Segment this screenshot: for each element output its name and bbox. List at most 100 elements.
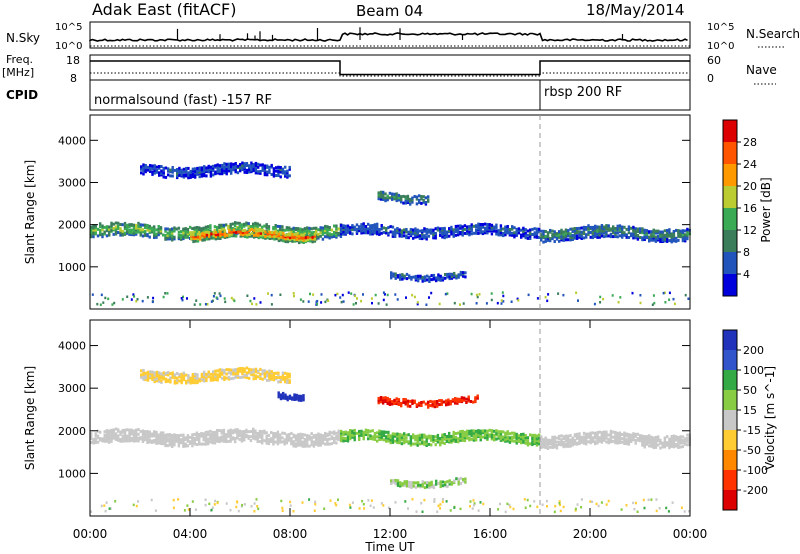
heatmap-cell <box>279 170 282 174</box>
heatmap-cell <box>326 233 329 236</box>
heatmap-cell <box>283 431 286 435</box>
heatmap-cell <box>171 166 174 169</box>
heatmap-cell <box>153 171 156 175</box>
heatmap-cell <box>421 482 424 486</box>
heatmap-cell <box>195 230 199 234</box>
heatmap-cell <box>319 231 322 235</box>
heatmap-cell <box>416 437 419 441</box>
heatmap-cell <box>132 293 135 296</box>
heatmap-cell <box>454 233 458 237</box>
heatmap-cell <box>457 275 460 279</box>
heatmap-cell <box>291 236 294 239</box>
heatmap-cell <box>479 438 482 442</box>
heatmap-cell <box>168 442 172 446</box>
heatmap-cell <box>594 232 597 236</box>
heatmap-cell <box>144 230 147 234</box>
heatmap-cell <box>300 398 303 402</box>
heatmap-cell <box>362 226 365 230</box>
heatmap-cell <box>243 165 246 169</box>
heatmap-cell <box>279 438 282 442</box>
heatmap-cell <box>573 235 577 239</box>
heatmap-cell <box>294 436 298 440</box>
heatmap-cell <box>279 293 282 296</box>
heatmap-cell <box>371 224 374 227</box>
heatmap-cell <box>247 224 250 228</box>
heatmap-cell <box>403 276 406 280</box>
colorbar-swatch <box>723 208 737 230</box>
heatmap-cell <box>209 165 213 169</box>
heatmap-cell <box>186 444 190 448</box>
heatmap-cell <box>119 223 122 226</box>
heatmap-cell <box>538 439 541 443</box>
heatmap-cell <box>321 436 325 440</box>
heatmap-cell <box>364 227 368 231</box>
heatmap-cell <box>243 430 246 433</box>
heatmap-cell <box>200 172 204 176</box>
heatmap-cell <box>449 509 452 512</box>
heatmap-cell <box>132 429 136 433</box>
heatmap-cell <box>234 430 237 434</box>
heatmap-cell <box>594 229 597 233</box>
heatmap-cell <box>373 436 377 440</box>
heatmap-cell <box>443 441 446 445</box>
heatmap-cell <box>544 234 547 238</box>
heatmap-cell <box>477 222 480 226</box>
heatmap-cell <box>114 500 117 503</box>
heatmap-cell <box>207 433 210 437</box>
heatmap-cell <box>679 441 682 445</box>
heatmap-cell <box>265 226 268 230</box>
heatmap-cell <box>677 229 680 233</box>
heatmap-cell <box>558 502 561 505</box>
heatmap-cell <box>571 230 574 233</box>
heatmap-cell <box>271 236 274 240</box>
heatmap-cell <box>225 169 228 173</box>
heatmap-cell <box>529 234 532 238</box>
heatmap-cell <box>663 436 667 440</box>
heatmap-cell <box>187 176 190 180</box>
heatmap-cell <box>234 428 237 432</box>
heatmap-cell <box>373 223 377 227</box>
heatmap-cell <box>395 402 398 406</box>
heatmap-cell <box>184 444 187 448</box>
heatmap-cell <box>214 374 217 378</box>
heatmap-cell <box>672 233 676 237</box>
heatmap-cell <box>415 195 419 199</box>
heatmap-cell <box>230 377 233 381</box>
heatmap-cell <box>463 432 467 436</box>
colorbar-tick-label: -15 <box>743 424 761 437</box>
heatmap-cell <box>193 229 196 233</box>
heatmap-cell <box>389 434 392 438</box>
heatmap-cell <box>213 437 217 441</box>
heatmap-cell <box>252 377 255 381</box>
heatmap-cell <box>369 232 372 236</box>
velocity-heatmap <box>90 366 691 514</box>
heatmap-cell <box>232 370 235 374</box>
heatmap-cell <box>333 436 336 440</box>
noise-right-label: N.Search <box>746 27 800 41</box>
heatmap-cell <box>213 503 216 506</box>
heatmap-cell <box>300 238 303 242</box>
heatmap-cell <box>396 432 399 436</box>
heatmap-cell <box>324 227 327 231</box>
heatmap-cell <box>200 168 204 172</box>
heatmap-cell <box>241 230 245 234</box>
heatmap-cell <box>652 234 655 238</box>
heatmap-cell <box>105 439 109 443</box>
heatmap-cell <box>198 226 201 230</box>
heatmap-cell <box>397 196 401 200</box>
heatmap-cell <box>319 437 322 441</box>
heatmap-cell <box>256 440 259 443</box>
heatmap-cell <box>506 225 509 228</box>
heatmap-cell <box>531 433 534 437</box>
heatmap-cell <box>153 166 156 170</box>
heatmap-cell <box>439 482 442 486</box>
heatmap-cell <box>183 509 186 512</box>
heatmap-cell <box>591 440 595 444</box>
heatmap-cell <box>460 398 464 402</box>
heatmap-cell <box>426 274 429 278</box>
heatmap-cell <box>117 438 120 442</box>
heatmap-cell <box>245 164 249 167</box>
heatmap-cell <box>670 443 673 447</box>
heatmap-cell <box>166 437 169 441</box>
heatmap-cell <box>286 240 290 244</box>
